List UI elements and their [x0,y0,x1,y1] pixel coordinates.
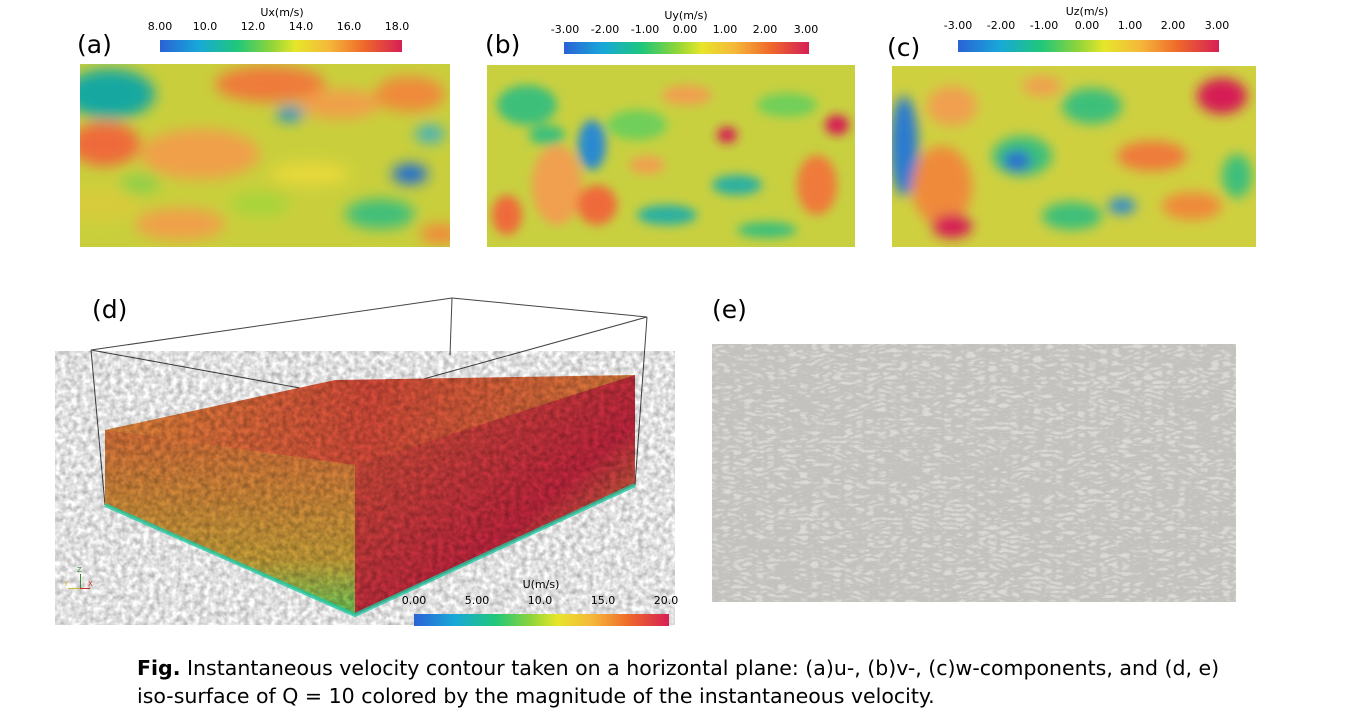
colorbar-u-title: U(m/s) [522,578,560,591]
colorbar-ux-tick: 14.0 [288,20,314,33]
colorbar-uz-tick: -2.00 [986,19,1016,32]
colorbar-uz-tick: 0.00 [1074,19,1100,32]
colorbar-ux-title: Ux(m/s) [260,6,304,19]
figure-caption: Fig. Instantaneous velocity contour take… [137,654,1257,710]
caption-prefix: Fig. [137,656,181,680]
colorbar-uz-tick: -1.00 [1029,19,1059,32]
colorbar-uy-title: Uy(m/s) [664,9,708,22]
contour-plot-ux [80,64,450,247]
panel-label-d: (d) [92,295,128,324]
colorbar-uz-gradient [958,40,1219,52]
axis-y-label: Y [64,580,69,588]
panel-label-b: (b) [485,30,521,59]
colorbar-uy-tick: 1.00 [712,23,738,36]
colorbar-uz-tick: -3.00 [943,19,973,32]
panel-label-e: (e) [712,295,747,324]
colorbar-uy-gradient [564,42,809,54]
contour-plot-uy [487,65,855,247]
contour-plot-uz [892,66,1256,247]
colorbar-uz-tick: 1.00 [1117,19,1143,32]
colorbar-u-tick: 10.0 [527,594,553,607]
colorbar-u-tick: 20.0 [653,594,679,607]
colorbar-ux-tick: 16.0 [336,20,362,33]
colorbar-uz-tick: 2.00 [1160,19,1186,32]
colorbar-uy-tick: 2.00 [752,23,778,36]
colorbar-u-tick: 15.0 [590,594,616,607]
colorbar-uz-title: Uz(m/s) [1065,5,1109,18]
colorbar-u-tick: 0.00 [401,594,427,607]
axis-x-label: X [88,580,93,588]
colorbar-uy-tick: -3.00 [550,23,580,36]
colorbar-uy-tick: -1.00 [630,23,660,36]
isosurface-3d-plot [90,297,648,618]
axes-triad: Z Y X [60,566,100,594]
panel-label-a: (a) [77,30,112,59]
axis-z-label: Z [77,566,82,574]
panel-label-c: (c) [887,33,921,62]
isosurface-top-view [712,344,1236,602]
colorbar-uy-tick: -2.00 [590,23,620,36]
colorbar-ux-tick: 10.0 [192,20,218,33]
colorbar-ux-tick: 12.0 [240,20,266,33]
colorbar-ux-tick: 18.0 [384,20,410,33]
caption-text: Instantaneous velocity contour taken on … [137,656,1220,708]
colorbar-uz-tick: 3.00 [1204,19,1230,32]
colorbar-u-tick: 5.00 [464,594,490,607]
colorbar-ux-gradient [160,40,402,52]
colorbar-ux-tick: 8.00 [147,20,173,33]
colorbar-uy-tick: 0.00 [672,23,698,36]
colorbar-u-gradient [414,614,669,626]
colorbar-uy-tick: 3.00 [793,23,819,36]
